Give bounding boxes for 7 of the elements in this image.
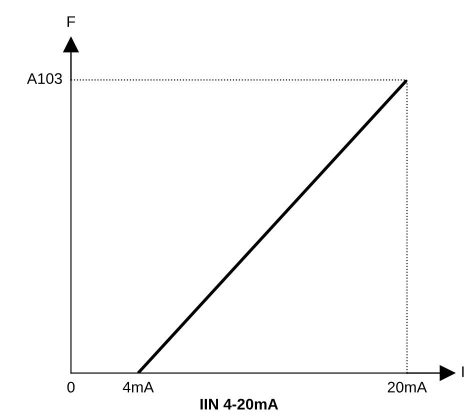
y-axis-title: F — [68, 16, 76, 27]
ref-line-label: A103 — [26, 73, 62, 84]
x-tick-label: 0 — [67, 382, 75, 393]
x-tick-label: 20mA — [388, 382, 427, 393]
text: I — [462, 366, 464, 377]
x-axis-title: IIN 4-20mA — [200, 398, 278, 410]
x-tick-label: 4mA — [122, 382, 154, 392]
